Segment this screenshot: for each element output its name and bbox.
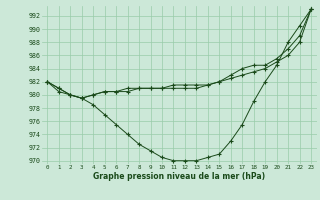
X-axis label: Graphe pression niveau de la mer (hPa): Graphe pression niveau de la mer (hPa): [93, 172, 265, 181]
